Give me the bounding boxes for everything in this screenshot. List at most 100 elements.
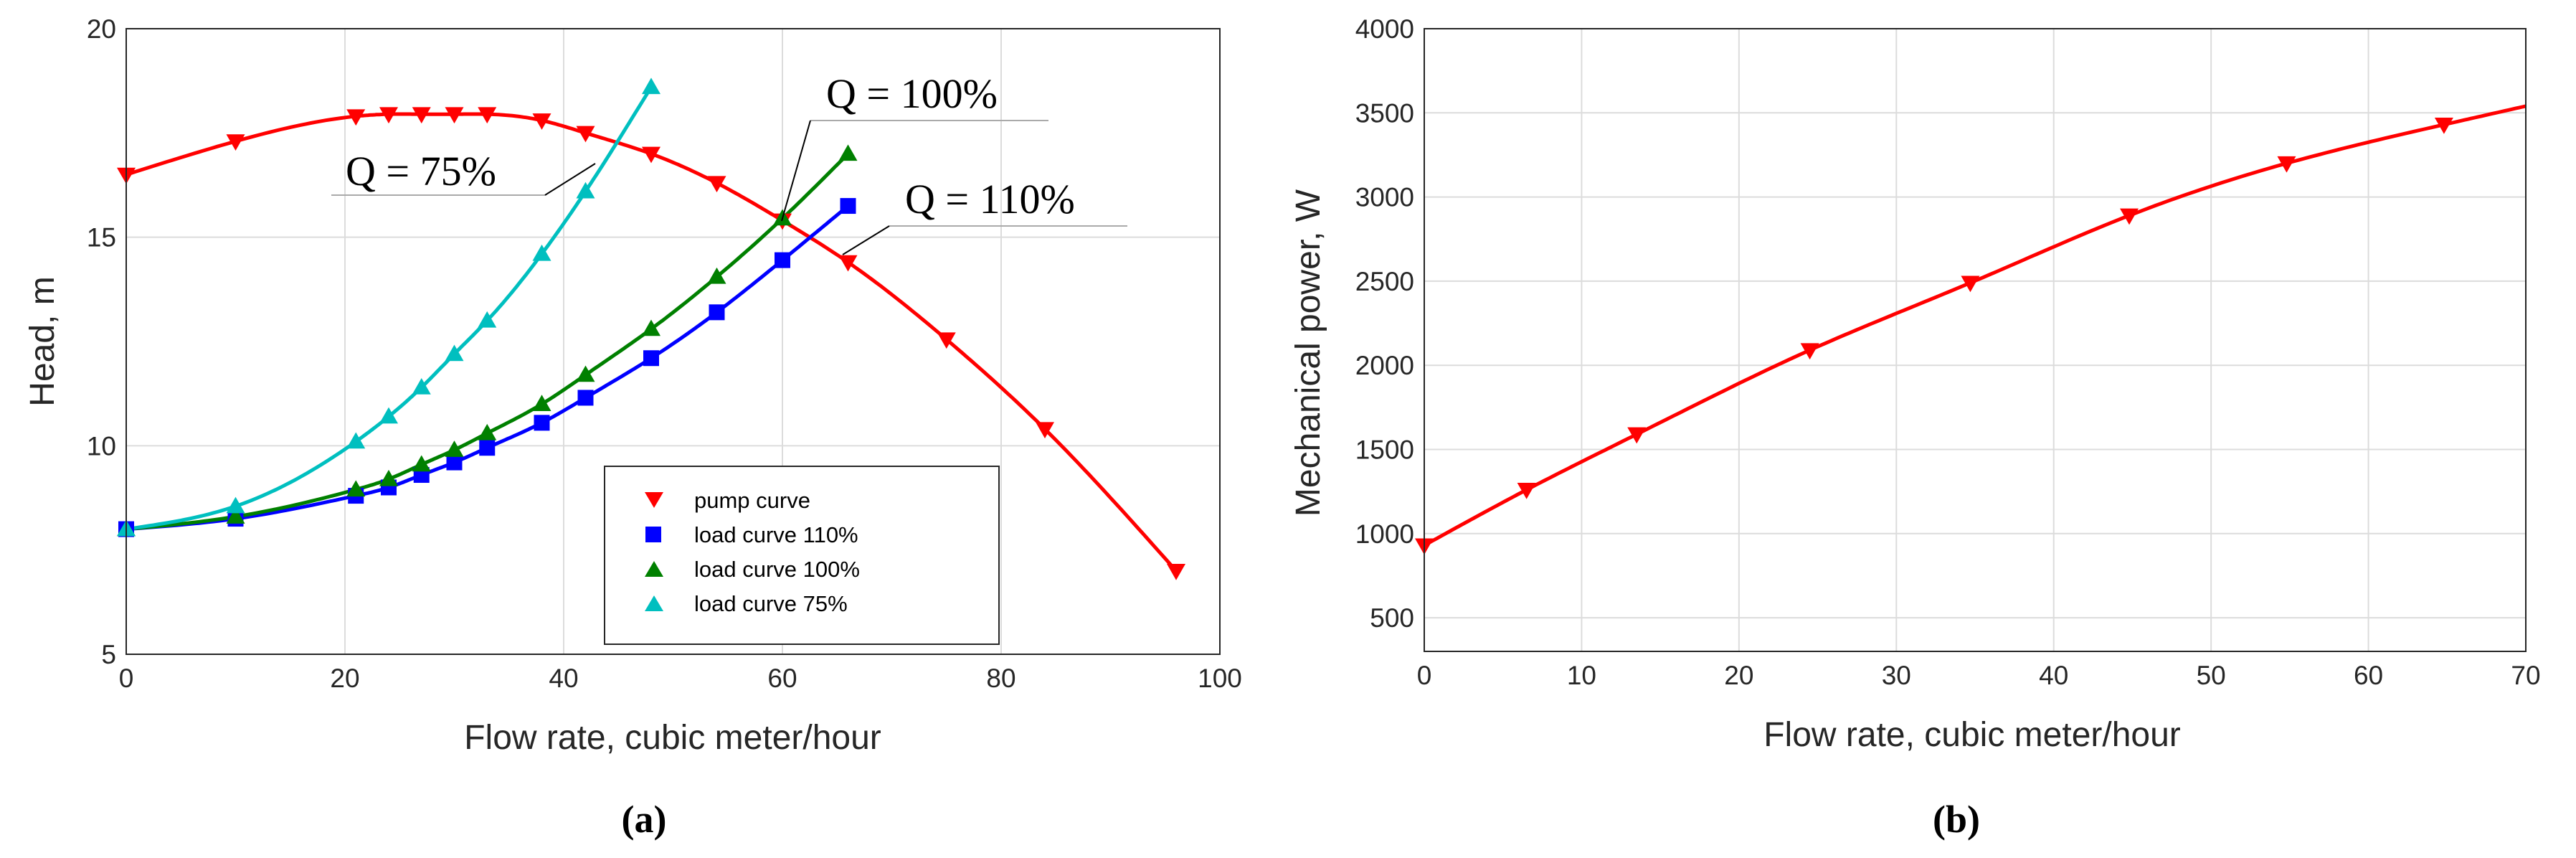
chart-b: 0 10 20 30 40 50 60 70 500 1000 1500 2000 2500 3000 35… — [1289, 14, 2541, 841]
chart-b-curves — [1423, 104, 2527, 547]
chart-a-point-pump-curve — [379, 107, 398, 124]
chart-a-xtick-label: 40 — [549, 664, 578, 693]
chart-a-xtick-label: 80 — [986, 664, 1015, 693]
chart-a-point-load-curve-75 — [379, 407, 398, 424]
chart-b-point-series-0 — [1627, 427, 1647, 444]
chart-b-ytick-label: 3500 — [1355, 98, 1414, 128]
chart-a-point-pump-curve — [1036, 422, 1054, 439]
chart-b-frame — [1424, 28, 2527, 652]
legend-label-load75: load curve 75% — [694, 591, 848, 616]
chart-a-point-load-curve-100 — [346, 480, 366, 497]
chart-a-ytick-label: 5 — [101, 640, 116, 669]
chart-b-xlabel: Flow rate, cubic meter/hour — [1763, 716, 2181, 754]
chart-a-point-load-curve-110 — [446, 454, 463, 471]
chart-a-point-pump-curve — [576, 126, 595, 143]
chart-a-point-load-curve-100 — [707, 267, 726, 284]
legend-entry-load100: load curve 100% — [645, 557, 860, 582]
chart-b-point-series-0 — [2277, 156, 2296, 173]
chart-a-point-pump-curve — [412, 107, 431, 124]
legend-label-load110: load curve 110% — [694, 522, 858, 547]
chart-a-ytick-label: 20 — [87, 14, 116, 44]
legend-marker-pump — [645, 492, 663, 508]
chart-a-point-pump-curve — [1167, 563, 1185, 580]
annotation-q110: Q = 110% — [905, 176, 1075, 222]
chart-a-ylabel: Head, m — [24, 276, 62, 406]
chart-a-point-load-curve-110 — [775, 252, 790, 268]
chart-a-point-pump-curve — [707, 176, 726, 193]
chart-b-xtick-label: 50 — [2197, 661, 2226, 690]
chart-b-xtick-label: 70 — [2511, 661, 2540, 690]
legend-entry-load75: load curve 75% — [645, 591, 848, 616]
chart-a-xlabel: Flow rate, cubic meter/hour — [464, 719, 881, 757]
chart-a-point-load-curve-110 — [577, 390, 594, 406]
chart-a-curve-pump-curve — [126, 112, 1178, 572]
legend-entry-pump: pump curve — [645, 488, 810, 513]
chart-b-ytick-label: 3000 — [1355, 183, 1414, 212]
chart-b-ytick-label: 2500 — [1355, 267, 1414, 296]
annotation-q100: Q = 100% — [826, 70, 998, 117]
chart-b-ytick-label: 2000 — [1355, 351, 1414, 380]
chart-a-point-load-curve-110 — [534, 415, 550, 431]
chart-b-xtick-label: 60 — [2354, 661, 2383, 690]
chart-a-point-pump-curve — [445, 107, 464, 124]
chart-a-point-load-curve-100 — [445, 440, 464, 457]
legend-marker-load75 — [645, 595, 663, 611]
chart-a-point-load-curve-75 — [346, 432, 366, 449]
chart-b-ytick-label: 1000 — [1355, 519, 1414, 549]
chart-b-ytick-label: 4000 — [1355, 14, 1414, 44]
chart-a-point-load-curve-100 — [226, 507, 245, 524]
chart-b-xtick-label: 10 — [1567, 661, 1596, 690]
annotation-q75: Q = 75% — [346, 148, 496, 194]
legend-entry-load110: load curve 110% — [645, 522, 858, 547]
chart-a-point-load-curve-75 — [226, 496, 245, 514]
chart-a-point-load-curve-100 — [379, 469, 398, 486]
chart-a-annotations: Q = 75% Q = 100% Q = 110% — [331, 70, 1127, 255]
chart-a-markers — [117, 77, 1185, 580]
chart-a-point-load-curve-100 — [838, 144, 858, 161]
chart-b-ytick-label: 1500 — [1355, 435, 1414, 464]
chart-a-ticks: 0 20 40 60 80 100 5 10 15 20 — [87, 14, 1242, 693]
chart-a-point-load-curve-75 — [412, 377, 431, 395]
chart-b-point-series-0 — [1961, 275, 1980, 293]
legend-marker-load110 — [645, 527, 661, 542]
chart-b-xtick-label: 0 — [1417, 661, 1432, 690]
chart-a-point-load-curve-100 — [478, 423, 497, 440]
chart-b-xtick-label: 20 — [1724, 661, 1753, 690]
chart-a-point-load-curve-100 — [532, 395, 551, 411]
panel-label-b: (b) — [1933, 798, 1980, 841]
chart-a-point-pump-curve — [226, 134, 245, 151]
chart-b-point-series-0 — [2120, 208, 2139, 225]
chart-a-point-load-curve-75 — [478, 311, 497, 328]
chart-a-point-load-curve-110 — [479, 440, 496, 456]
chart-a-frame — [126, 28, 1221, 655]
chart-a-point-load-curve-100 — [642, 319, 660, 336]
chart-a-point-load-curve-75 — [642, 77, 660, 95]
chart-a-ytick-label: 10 — [87, 431, 116, 461]
annotation-75-pointer — [544, 163, 596, 196]
chart-a-point-pump-curve — [642, 146, 660, 164]
legend-label-pump: pump curve — [694, 488, 810, 513]
chart-b-xtick-label: 30 — [1882, 661, 1911, 690]
chart-b-point-series-0 — [2434, 117, 2453, 134]
chart-a-xtick-label: 20 — [330, 664, 359, 693]
chart-b-curve-series-0 — [1423, 104, 2527, 547]
chart-a-point-load-curve-110 — [840, 198, 856, 214]
legend-marker-load100 — [645, 561, 663, 577]
chart-b-ylabel: Mechanical power, W — [1289, 189, 1327, 517]
chart-b-point-series-0 — [1517, 483, 1536, 499]
chart-b-markers — [1415, 117, 2453, 555]
chart-a-point-load-curve-75 — [532, 244, 551, 261]
chart-b-xtick-label: 40 — [2039, 661, 2068, 690]
chart-b-grid — [1424, 28, 2527, 651]
chart-a-ytick-label: 15 — [87, 223, 116, 253]
chart-a-point-pump-curve — [838, 255, 858, 272]
legend-box — [604, 466, 1000, 645]
legend-label-load100: load curve 100% — [694, 557, 860, 582]
chart-a-point-pump-curve — [346, 109, 366, 126]
chart-a-curve-load-curve-75 — [126, 86, 653, 532]
chart-a: Q = 75% Q = 100% Q = 110% 0 20 40 60 80 100 5 1… — [24, 14, 1242, 841]
chart-a-point-pump-curve — [478, 107, 497, 124]
chart-b-point-series-0 — [1800, 343, 1819, 360]
annotation-100-pointer — [781, 120, 811, 222]
chart-a-xtick-label: 100 — [1198, 664, 1242, 693]
